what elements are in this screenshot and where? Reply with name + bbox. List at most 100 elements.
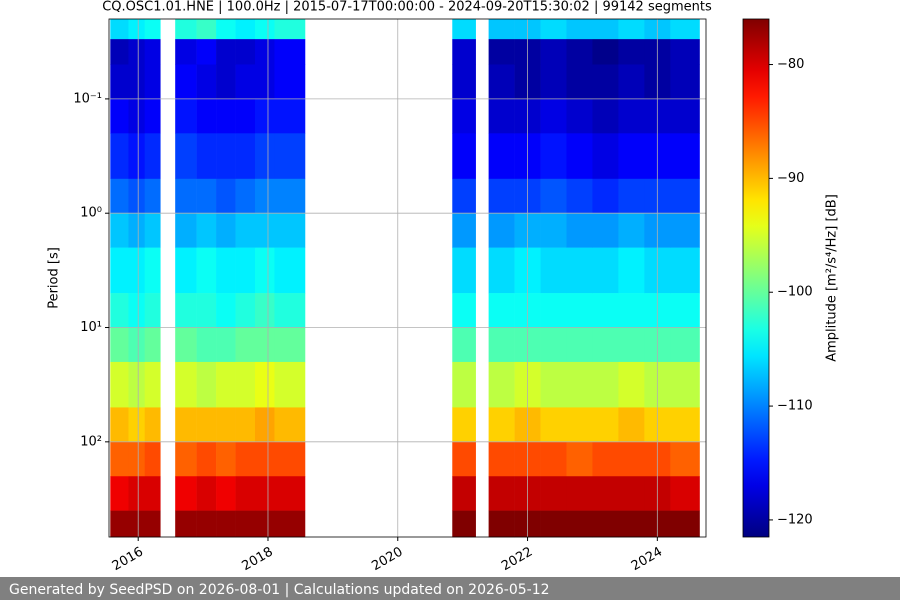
heatmap-cell — [255, 361, 275, 408]
heatmap-cell — [452, 98, 476, 134]
heatmap-cell — [235, 407, 256, 443]
x-tick-label: 2022 — [499, 545, 535, 575]
heatmap-cell — [452, 247, 476, 294]
heatmap-cell — [540, 98, 567, 134]
heatmap-cell — [128, 361, 145, 408]
heatmap-cell — [540, 441, 567, 477]
heatmap-cell — [540, 213, 567, 248]
heatmap-cell — [110, 64, 129, 100]
heatmap-cell — [235, 247, 256, 294]
heatmap-cell — [274, 98, 306, 134]
heatmap-cell — [670, 98, 700, 134]
heatmap-cell — [566, 441, 593, 477]
heatmap-cell — [670, 64, 700, 100]
heatmap-cell — [144, 510, 161, 538]
heatmap-cell — [216, 510, 236, 538]
heatmap-cell — [592, 293, 619, 328]
x-tick-label: 2016 — [110, 545, 146, 575]
heatmap-cell — [144, 213, 161, 248]
heatmap-cell — [110, 293, 129, 328]
heatmap-cell — [566, 178, 593, 214]
heatmap-cell — [175, 64, 197, 100]
heatmap-cell — [618, 178, 645, 214]
heatmap-cell — [566, 98, 593, 134]
footer-text: Generated by SeedPSD on 2026-08-01 | Cal… — [9, 582, 550, 598]
heatmap-cell — [110, 213, 129, 248]
heatmap-cell — [235, 476, 256, 511]
heatmap-cell — [274, 327, 306, 363]
heatmap-cell — [540, 64, 567, 100]
heatmap-cell — [592, 178, 619, 214]
colorbar-tick-label: −100 — [777, 285, 813, 300]
heatmap-cell — [128, 293, 145, 328]
heatmap-cell — [128, 213, 145, 248]
heatmap-cell — [566, 476, 593, 511]
heatmap-cell — [452, 476, 476, 511]
heatmap-cell — [452, 19, 476, 40]
heatmap-cell — [255, 247, 275, 294]
heatmap-cell — [110, 39, 129, 65]
heatmap-cell — [618, 361, 645, 408]
heatmap-cell — [128, 178, 145, 214]
heatmap-cell — [452, 213, 476, 248]
heatmap-cell — [110, 407, 129, 443]
heatmap-cell — [488, 19, 515, 40]
heatmap-cell — [216, 293, 236, 328]
heatmap-cell — [592, 476, 619, 511]
heatmap-cell — [540, 476, 567, 511]
colorbar-tick-label: −120 — [777, 512, 813, 527]
heatmap-cell — [144, 476, 161, 511]
heatmap-cell — [274, 178, 306, 214]
heatmap-cell — [540, 39, 567, 65]
heatmap-cell — [175, 19, 197, 40]
heatmap-cell — [566, 64, 593, 100]
heatmap-cell — [110, 510, 129, 538]
heatmap-cell — [196, 247, 217, 294]
heatmap-cell — [670, 510, 700, 538]
heatmap-cell — [216, 213, 236, 248]
heatmap-cell — [196, 441, 217, 477]
heatmap-cell — [196, 510, 217, 538]
heatmap-cell — [110, 476, 129, 511]
heatmap-cell — [592, 510, 619, 538]
heatmap-cell — [128, 64, 145, 100]
heatmap-cell — [670, 213, 700, 248]
heatmap-cell — [670, 293, 700, 328]
heatmap-cell — [618, 98, 645, 134]
heatmap-cell — [216, 39, 236, 65]
heatmap-cell — [670, 19, 700, 40]
heatmap-cell — [670, 327, 700, 363]
heatmap-cell — [488, 39, 515, 65]
heatmap-cell — [540, 510, 567, 538]
heatmap-cell — [235, 133, 256, 180]
heatmap-cell — [235, 293, 256, 328]
heatmap-cell — [144, 39, 161, 65]
heatmap-cell — [128, 476, 145, 511]
heatmap-cell — [670, 476, 700, 511]
heatmap-cell — [274, 476, 306, 511]
heatmap-cell — [452, 64, 476, 100]
heatmap-cell — [110, 441, 129, 477]
heatmap-cell — [255, 64, 275, 100]
heatmap-cell — [255, 19, 275, 40]
heatmap-cell — [274, 213, 306, 248]
heatmap-cell — [235, 19, 256, 40]
heatmap-cell — [128, 327, 145, 363]
chart-title: CQ.OSC1.01.HNE | 100.0Hz | 2015-07-17T00… — [102, 0, 712, 15]
heatmap-cell — [110, 361, 129, 408]
heatmap-cell — [216, 327, 236, 363]
heatmap-cell — [235, 441, 256, 477]
heatmap-cell — [274, 361, 306, 408]
heatmap-cell — [235, 39, 256, 65]
heatmap-cell — [488, 476, 515, 511]
heatmap-cell — [618, 213, 645, 248]
heatmap-cell — [196, 213, 217, 248]
heatmap-cell — [452, 361, 476, 408]
heatmap-cell — [175, 133, 197, 180]
heatmap-cell — [618, 133, 645, 180]
colorbar-label: Amplitude [m²/s⁴/Hz] [dB] — [825, 194, 840, 362]
heatmap-cell — [488, 441, 515, 477]
heatmap-cell — [670, 407, 700, 443]
heatmap-cell — [196, 407, 217, 443]
heatmap-cell — [216, 476, 236, 511]
